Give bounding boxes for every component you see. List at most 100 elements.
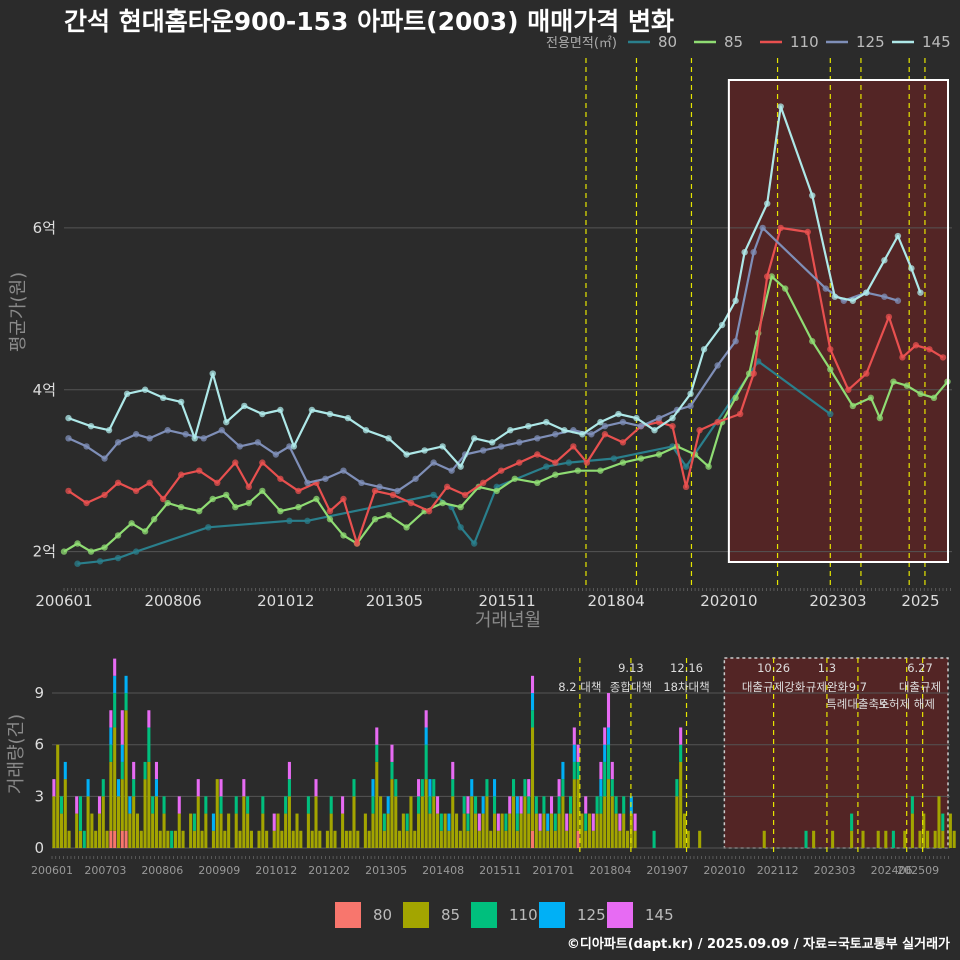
volume-bar-125 <box>386 796 390 814</box>
volume-bar-80 <box>109 830 113 848</box>
price-point-85 <box>493 487 500 495</box>
volume-bar-85 <box>686 830 690 848</box>
volume-bar-125 <box>116 779 121 797</box>
volume-bar-145 <box>610 761 614 780</box>
volume-bar-85 <box>189 813 193 848</box>
price-point-110 <box>552 459 559 466</box>
volume-bar-85 <box>94 830 98 848</box>
price-point-85 <box>534 479 541 487</box>
price-series-80 <box>74 358 834 567</box>
volume-bar-145 <box>565 813 569 831</box>
volume-bar-85 <box>553 830 557 848</box>
volume-bar-85 <box>599 813 603 848</box>
volume-bar-145 <box>466 796 470 814</box>
volume-bar-85 <box>200 830 204 848</box>
volume-bar-145 <box>132 761 136 780</box>
volume-bar-110 <box>424 744 428 780</box>
price-point-85 <box>809 338 816 345</box>
volume-bar-85 <box>143 779 147 848</box>
price-point-145 <box>308 406 316 414</box>
volume-bar-125 <box>211 813 215 831</box>
price-point-145 <box>849 297 857 304</box>
price-point-125 <box>376 483 383 491</box>
volume-bar-110 <box>572 761 576 780</box>
price-point-85 <box>196 507 203 515</box>
volume-bar-110 <box>219 796 223 814</box>
price-point-85 <box>827 366 834 373</box>
price-point-110 <box>146 479 153 487</box>
volume-bar-85 <box>310 830 314 848</box>
volume-bar-110 <box>603 761 607 797</box>
volume-bar-85 <box>565 830 569 848</box>
volume-bar-85 <box>941 830 945 848</box>
volume-bar-110 <box>306 796 310 814</box>
volume-bar-110 <box>493 796 497 814</box>
price-point-110 <box>845 386 852 393</box>
price-point-145 <box>277 406 284 414</box>
price-point-110 <box>371 487 379 495</box>
price-highlight-border <box>727 79 950 563</box>
volume-x-tick-label: 200806 <box>141 864 183 877</box>
price-point-85 <box>403 524 410 531</box>
volume-bar-110 <box>523 779 527 797</box>
price-point-125 <box>552 431 559 438</box>
event-label: 6.27 <box>907 661 933 675</box>
price-point-80 <box>543 463 550 470</box>
volume-bar-125 <box>63 761 67 780</box>
price-point-110 <box>65 487 72 495</box>
price-point-145 <box>326 410 334 418</box>
volume-bar-110 <box>78 796 83 831</box>
volume-bar-85 <box>215 779 219 848</box>
price-point-80 <box>827 410 834 418</box>
volume-bar-85 <box>633 830 637 848</box>
volume-bar-85 <box>515 830 519 848</box>
price-point-110 <box>939 354 947 361</box>
volume-bar-85 <box>223 830 227 848</box>
price-point-85 <box>876 414 884 422</box>
volume-bar-85 <box>295 813 299 848</box>
volume-bar-85 <box>196 796 200 848</box>
volume-bar-85 <box>379 796 383 848</box>
chart-title: 간석 현대홈타운900-153 아파트(2003) 매매가격 변화 <box>64 7 674 36</box>
volume-bar-85 <box>306 813 310 848</box>
volume-bar-125 <box>481 796 485 814</box>
volume-bar-85 <box>154 796 158 848</box>
volume-bar-110 <box>451 779 455 797</box>
price-point-110 <box>682 483 690 491</box>
price-point-110 <box>177 471 185 478</box>
price-point-110 <box>232 459 239 466</box>
volume-bar-110 <box>59 796 64 814</box>
price-point-125 <box>637 422 645 430</box>
volume-bar-85 <box>166 830 170 848</box>
price-point-110 <box>480 479 487 487</box>
volume-bar-145 <box>572 727 576 745</box>
price-point-85 <box>295 503 302 511</box>
volume-y-tick-label: 0 <box>34 839 44 857</box>
price-point-145 <box>457 463 464 470</box>
price-point-125 <box>534 435 541 442</box>
price-point-125 <box>759 224 766 232</box>
volume-bar-85 <box>238 830 242 848</box>
volume-bar-110 <box>143 761 147 780</box>
price-point-85 <box>930 394 938 402</box>
volume-bar-85 <box>424 779 428 848</box>
price-point-110 <box>425 507 433 515</box>
volume-legend-label-110: 110 <box>509 906 538 924</box>
volume-bar-110 <box>462 796 466 814</box>
volume-bar-80 <box>530 830 535 848</box>
event-label: 1.3 <box>818 661 836 675</box>
volume-bar-85 <box>413 830 417 848</box>
volume-x-tick-label: 200909 <box>198 864 240 877</box>
event-label: 종합대책 <box>610 680 652 694</box>
volume-bar-85 <box>409 796 413 848</box>
price-point-85 <box>259 487 266 495</box>
volume-bar-125 <box>603 744 607 762</box>
price-legend-label-80: 80 <box>658 33 677 51</box>
volume-bar-145 <box>496 813 500 831</box>
price-point-85 <box>890 378 897 385</box>
volume-y-tick-label: 6 <box>34 736 44 754</box>
volume-bar-110 <box>599 796 603 814</box>
volume-bar-85 <box>280 830 284 848</box>
price-x-tick-label: 202303 <box>809 592 866 610</box>
volume-bar-145 <box>527 779 531 797</box>
